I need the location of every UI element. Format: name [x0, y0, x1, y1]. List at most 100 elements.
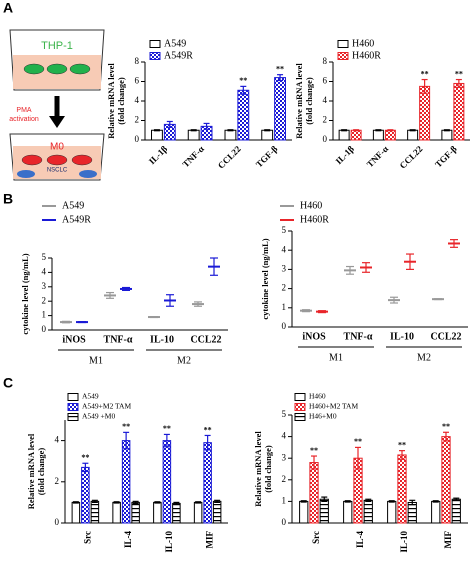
panel-letter: C: [3, 375, 13, 391]
y-tick-label: 3: [42, 281, 47, 291]
x-tick-label: CCL22: [430, 331, 461, 342]
y-axis-label: (fold change): [263, 445, 273, 493]
bar: [338, 129, 350, 141]
bar: [172, 502, 181, 524]
y-tick-label: 1: [42, 310, 47, 320]
bar: [212, 500, 222, 524]
y-tick-label: 5: [42, 252, 47, 262]
y-tick-label: 3: [282, 263, 287, 273]
arrow-head: [49, 116, 65, 128]
legend-label: H460R: [352, 50, 381, 61]
y-tick-label: 1: [282, 302, 287, 312]
bar: [441, 129, 453, 141]
legend-swatch: [337, 40, 349, 48]
significance: **: [310, 446, 318, 455]
x-tick-label: MIF: [205, 531, 215, 549]
chart: 0 1 2 3 4 5 cytokine level (ng/mL) iNOS TNF-α IL-…: [260, 200, 468, 363]
x-tick-label: CCL22: [190, 334, 221, 345]
legend-label: A549: [82, 392, 99, 401]
legend-label: A549 +M0: [82, 412, 115, 421]
chart: 0 2 4 6 8 Relative mRNA level (fold change) IL-…: [106, 38, 292, 171]
bar: [453, 82, 465, 141]
x-tick-label: IL-10: [150, 334, 174, 345]
x-tick-label: TNF-α: [344, 331, 373, 342]
y-tick-label: 2: [135, 115, 140, 125]
bar: [309, 462, 319, 524]
y-axis-label: (fold change): [304, 77, 314, 125]
x-tick-label: Src: [311, 531, 321, 544]
panel-letter: A: [3, 0, 13, 16]
y-axis-label: Relative mRNA level: [253, 431, 263, 507]
x-tick-label: CCL22: [216, 143, 243, 170]
y-tick-label: 0: [42, 324, 47, 334]
group-label: M2: [177, 355, 191, 366]
legend-label: H460: [352, 38, 374, 49]
y-tick-label: 4: [282, 431, 287, 441]
legend-swatch: [294, 413, 306, 421]
significance: **: [421, 69, 429, 78]
legend-label: H460+M2 TAM: [309, 402, 358, 411]
significance: **: [354, 437, 362, 446]
bar: [112, 501, 121, 524]
cell: [71, 154, 93, 166]
bar: [372, 129, 384, 141]
bar: [71, 501, 81, 524]
chart: 0 2 4 Relative mRNA level (fold change) Src IL…: [26, 392, 228, 553]
y-axis-label: Relative mRNA level: [294, 63, 304, 139]
significance: **: [455, 69, 463, 78]
bar: [319, 498, 329, 524]
significance: **: [276, 65, 284, 74]
significance: **: [163, 424, 171, 433]
x-tick-label: Src: [82, 531, 92, 544]
bar: [193, 501, 203, 524]
y-tick-label: 0: [282, 517, 287, 527]
x-tick-label: iNOS: [62, 334, 86, 345]
x-tick-label: TGF-β: [254, 144, 280, 170]
legend-swatch: [294, 403, 306, 411]
y-axis-label: (fold change): [36, 448, 46, 496]
bar: [274, 77, 286, 141]
x-tick-label: IL-10: [399, 531, 409, 553]
cell-label: THP-1: [41, 40, 73, 52]
chart: 0 1 2 3 4 5 cytokine level (ng/mL) iNOS TNF-α IL-…: [20, 200, 228, 366]
y-tick-label: 0: [282, 321, 287, 331]
bar: [203, 442, 212, 524]
cell: [17, 170, 35, 178]
bar: [237, 89, 250, 141]
cell: [21, 154, 43, 166]
panel-letter: B: [3, 191, 13, 207]
y-axis-label: (fold change): [116, 77, 126, 125]
y-tick-label: 2: [323, 115, 328, 125]
bar: [397, 454, 407, 524]
y-tick-label: 4: [42, 266, 47, 276]
significance: **: [204, 425, 212, 434]
cell: [46, 63, 68, 75]
chart: 0 1 2 3 4 5 Relative mRNA level (fold change) Sr…: [253, 392, 468, 553]
legend-swatch: [149, 40, 161, 48]
y-tick-label: 6: [135, 76, 140, 86]
y-tick-label: 2: [282, 283, 287, 293]
bar: [299, 500, 309, 524]
significance: **: [122, 422, 130, 431]
x-tick-label: TNF-α: [365, 144, 390, 169]
cell: [79, 170, 97, 178]
bar: [350, 129, 362, 141]
y-axis-label: Relative mRNA level: [106, 63, 116, 139]
bar: [384, 129, 396, 141]
legend-swatch: [67, 413, 79, 421]
cell-label: M0: [50, 142, 64, 153]
y-tick-label: 4: [135, 95, 140, 105]
legend-label: A549: [164, 38, 186, 49]
bar: [407, 129, 419, 141]
legend-label: A549+M2 TAM: [82, 402, 131, 411]
x-tick-label: TGF-β: [433, 144, 459, 170]
cell-label: NSCLC: [47, 168, 68, 174]
group-label: M1: [89, 355, 103, 366]
legend-label: H460: [309, 392, 326, 401]
y-tick-label: 0: [135, 134, 140, 144]
bar: [451, 498, 461, 524]
legend-label: H46+M0: [309, 412, 337, 421]
significance: **: [398, 440, 406, 449]
cell: [46, 154, 68, 166]
